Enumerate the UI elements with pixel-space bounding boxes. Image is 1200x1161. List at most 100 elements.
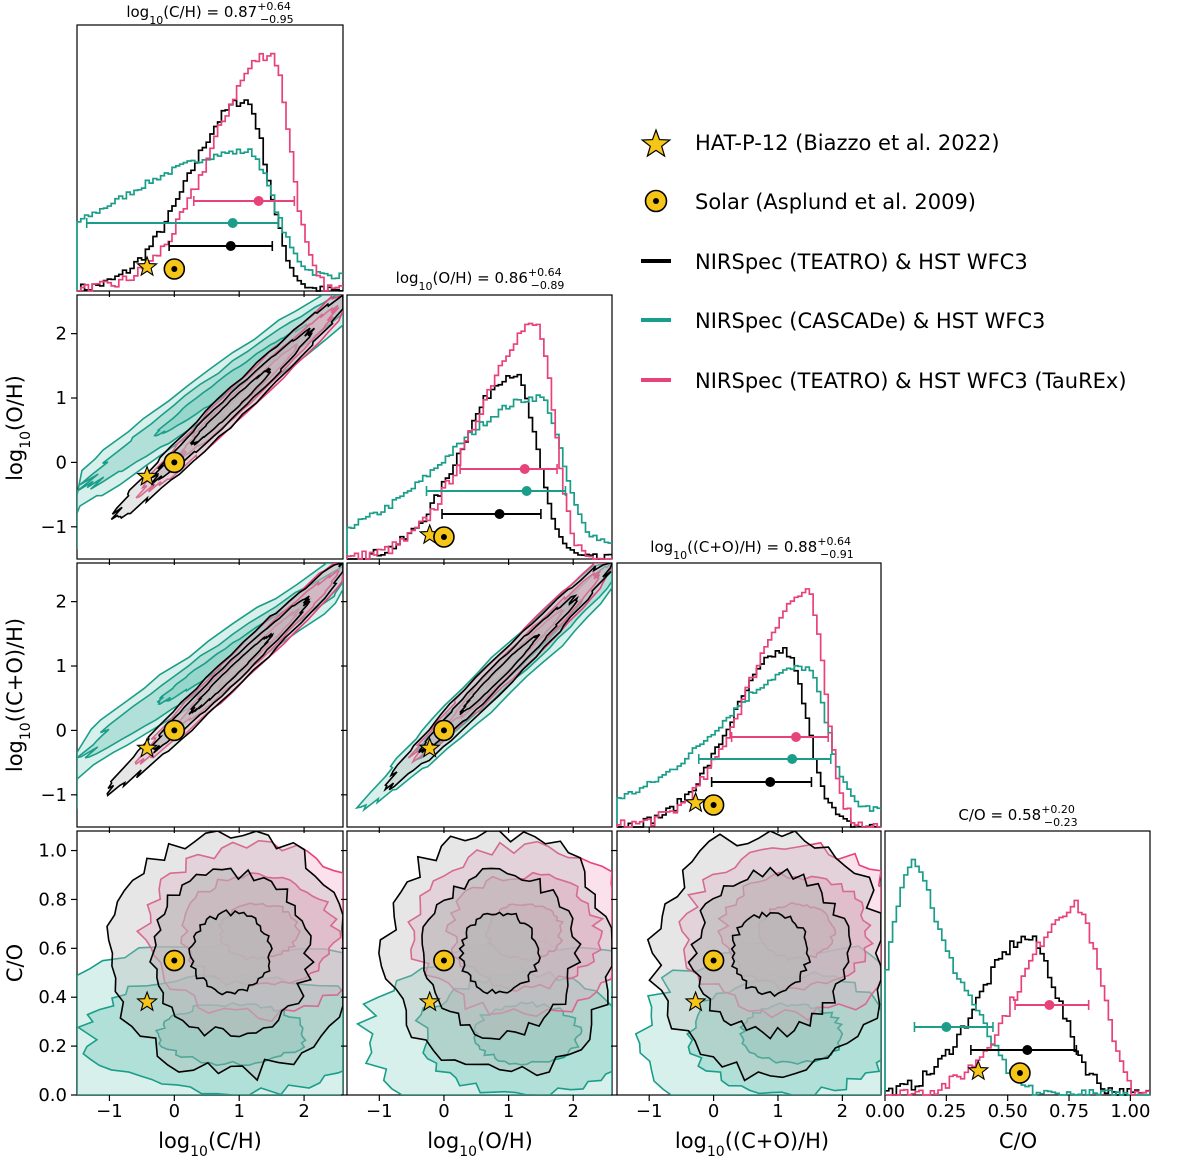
legend-item-cascade: NIRSpec (CASCADe) & HST WFC3 <box>641 309 1045 333</box>
star-icon <box>640 128 672 158</box>
xticklabel-coh-3: 2 <box>837 1101 848 1122</box>
legend-label-cascade: NIRSpec (CASCADe) & HST WFC3 <box>695 309 1045 333</box>
contour-oh-coh-series-0-0.45 <box>459 633 541 716</box>
tick-layer: −1 0 1 2 −1 0 1 2 −1 0 1 2 0.00 0.25 0.50 0.75 1.00−1012… <box>38 291 1150 1122</box>
xticklabel-coh-1: 0 <box>708 1101 719 1122</box>
hist-oh-series-1 <box>346 394 612 559</box>
median-point-co-series-1 <box>941 1022 952 1032</box>
yticklabel-co-3: 0.6 <box>38 938 67 959</box>
xticklabel-co-3: 0.75 <box>1049 1101 1089 1122</box>
yticklabel-oh-3: 2 <box>56 324 67 345</box>
star-marker-coh-co <box>684 990 707 1012</box>
xticklabel-oh-1: 0 <box>438 1101 449 1122</box>
hist-co-series-1 <box>884 858 1150 1096</box>
median-point-ch-series-0 <box>225 241 236 251</box>
hist-coh-series-2 <box>616 588 881 828</box>
star-marker-coh-coh <box>684 791 707 813</box>
xlabel-ch: log10(C/H) <box>158 1129 262 1160</box>
xticklabel-oh-2: 1 <box>503 1101 514 1122</box>
scatter-panel-ch-oh <box>76 294 344 560</box>
xlabel-coh: log10((C+O)/H) <box>675 1129 829 1160</box>
contours-ch-oh <box>77 295 343 550</box>
hist-panel-oh <box>346 294 613 560</box>
contour-ch-co-series-0-0.45 <box>188 909 273 996</box>
median-point-coh-series-1 <box>787 754 798 764</box>
hist-co-series-0 <box>884 935 1150 1096</box>
yticklabel-co-4: 0.8 <box>38 889 67 910</box>
median-point-coh-series-0 <box>765 777 776 787</box>
xticklabel-ch-3: 2 <box>298 1101 309 1122</box>
title-co: C/O = 0.58+0.20 −0.23 <box>958 803 1077 829</box>
yticklabel-co-1: 0.2 <box>38 1036 67 1057</box>
sun-marker-co-co-dot <box>1016 1070 1023 1076</box>
yticklabel-co-2: 0.4 <box>38 987 67 1008</box>
contour-ch-coh-series-0-0.45 <box>188 632 275 715</box>
hist-ch-series-0 <box>77 99 343 292</box>
xlabel-co: C/O <box>999 1129 1037 1153</box>
xticklabel-ch-0: −1 <box>96 1101 123 1122</box>
xticklabel-co-4: 1.00 <box>1110 1101 1150 1122</box>
ylabel-oh: log10(O/H) <box>3 375 34 481</box>
xlabel-oh: log10(O/H) <box>427 1129 533 1160</box>
legend-item-solar: Solar (Asplund et al. 2009) <box>644 189 976 214</box>
contours-coh-co <box>634 831 881 1095</box>
sun-marker-ch-coh-dot <box>171 727 178 734</box>
title-oh: log10(O/H) = 0.86+0.64 −0.89 <box>396 266 565 293</box>
yticklabel-co-0: 0.0 <box>38 1085 67 1106</box>
reference-marker-layer <box>136 255 1031 1084</box>
contour-oh-co-series-0-0.45 <box>458 911 541 995</box>
sun-marker-coh-coh-dot <box>710 802 717 808</box>
star-marker-ch-coh <box>136 736 159 758</box>
yticklabel-coh-2: 1 <box>56 656 67 677</box>
star-marker-oh-coh <box>418 736 441 758</box>
ylabel-coh: log10((C+O)/H) <box>3 618 34 772</box>
hist-oh-series-2 <box>346 322 612 560</box>
xticklabel-co-1: 0.25 <box>926 1101 966 1122</box>
xticklabel-oh-3: 2 <box>567 1101 578 1122</box>
title-coh: log10((C+O)/H) = 0.88+0.64 −0.91 <box>650 535 853 562</box>
hist-ch-series-2 <box>77 52 343 292</box>
xticklabel-co-2: 0.50 <box>988 1101 1028 1122</box>
hist-oh-series-0 <box>347 373 612 560</box>
hist-panel-co <box>884 830 1151 1096</box>
legend-label-solar: Solar (Asplund et al. 2009) <box>695 190 976 214</box>
xticklabel-coh-0: −1 <box>636 1101 663 1122</box>
median-point-ch-series-1 <box>227 218 238 228</box>
sun-marker-oh-co-dot <box>440 957 447 964</box>
star-marker-ch-oh <box>136 465 159 486</box>
median-point-oh-series-2 <box>519 464 530 474</box>
yticklabel-coh-1: 0 <box>56 720 67 741</box>
scatter-panel-ch-coh <box>76 562 344 828</box>
legend-item-teatro: NIRSpec (TEATRO) & HST WFC3 <box>641 250 1028 274</box>
ylabel-co: C/O <box>3 944 27 982</box>
sun-marker-ch-co-dot <box>171 957 178 964</box>
contour-coh-co-series-0-0.45 <box>730 911 812 998</box>
star-marker-ch-co <box>136 990 159 1012</box>
contours-oh-coh <box>354 563 612 813</box>
legend-item-taurex: NIRSpec (TEATRO) & HST WFC3 (TauREx) <box>641 369 1127 393</box>
yticklabel-oh-2: 1 <box>56 388 67 409</box>
star-marker-co-co <box>967 1059 990 1081</box>
sun-marker-ch-ch-dot <box>171 266 178 272</box>
legend-label-taurex: NIRSpec (TEATRO) & HST WFC3 (TauREx) <box>695 369 1127 393</box>
yticklabel-oh-1: 0 <box>56 452 67 473</box>
xticklabel-co-0: 0.00 <box>865 1101 905 1122</box>
sun-marker-oh-coh-dot <box>440 727 447 734</box>
contour-layer <box>77 295 881 1095</box>
contours-oh-co <box>355 831 612 1095</box>
star-marker-oh-co <box>418 990 441 1012</box>
scatter-panel-oh-coh <box>346 562 613 828</box>
yticklabel-coh-3: 2 <box>56 592 67 613</box>
legend: HAT-P-12 (Biazzo et al. 2022) Solar (Asp… <box>640 128 1127 393</box>
median-point-co-series-0 <box>1022 1045 1033 1055</box>
median-point-coh-series-2 <box>791 732 802 742</box>
contours-ch-coh <box>77 563 343 809</box>
xticklabel-oh-0: −1 <box>366 1101 393 1122</box>
title-ch: log10(C/H) = 0.87+0.64 −0.95 <box>126 0 293 27</box>
xticklabel-ch-1: 0 <box>169 1101 180 1122</box>
errorbar-layer <box>85 196 1090 1055</box>
legend-item-hatp12: HAT-P-12 (Biazzo et al. 2022) <box>640 128 1000 158</box>
star-marker-ch-ch <box>136 255 159 277</box>
yticklabel-oh-0: −1 <box>40 517 67 538</box>
